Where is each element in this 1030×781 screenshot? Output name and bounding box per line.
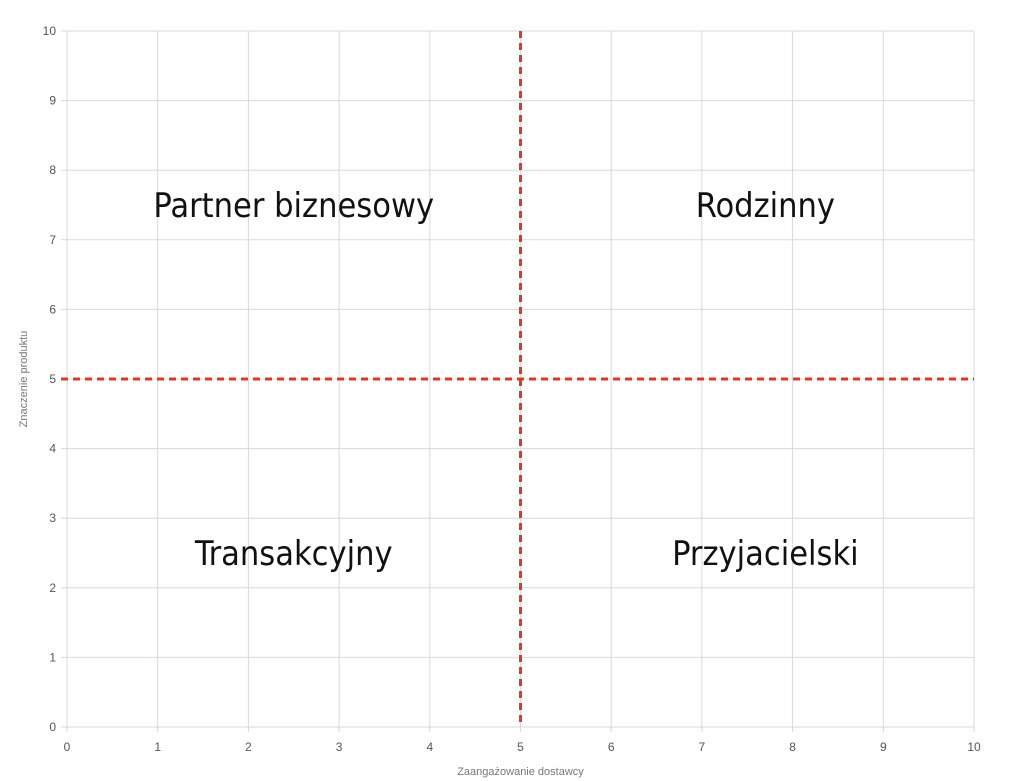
quadrant-label: Partner biznesowy [153,186,434,226]
grid-layer [61,30,975,732]
y-axis-title: Znaczenie produktu [18,331,30,428]
x-tick-label: 5 [517,740,524,754]
threshold-layer [61,31,974,727]
y-tick-label: 5 [49,372,56,386]
x-axis-title: Zaangażowanie dostawcy [457,766,584,778]
y-tick-label: 10 [43,24,57,38]
y-tick-label: 9 [49,94,56,108]
x-tick-label: 10 [967,740,981,754]
x-tick-label: 0 [64,740,71,754]
quadrant-label: Przyjacielski [672,534,859,574]
y-tick-label: 0 [49,720,56,734]
quadrant-label: Transakcyjny [194,534,393,574]
x-tick-label: 1 [154,740,161,754]
x-tick-label: 4 [426,740,433,754]
x-tick-label: 3 [336,740,343,754]
quadrant-label: Rodzinny [696,186,835,226]
x-tick-label: 9 [880,740,887,754]
x-tick-label: 7 [699,740,706,754]
y-tick-label: 3 [49,511,56,525]
y-tick-label: 7 [49,233,56,247]
y-tick-label: 2 [49,581,56,595]
y-tick-label: 6 [49,302,56,316]
quadrant-layer: Partner biznesowy Rodzinny Transakcyjny Prz… [153,186,858,574]
x-tick-label: 8 [789,740,796,754]
y-tick-label: 1 [49,650,56,664]
x-tick-label: 6 [608,740,615,754]
y-tick-label: 8 [49,163,56,177]
tick-layer: 0 1 2 3 4 5 6 7 8 9 10 0 1 2 3 4 5 6 7 8 9 10 [43,24,981,754]
x-tick-label: 2 [245,740,252,754]
y-tick-label: 4 [49,442,56,456]
